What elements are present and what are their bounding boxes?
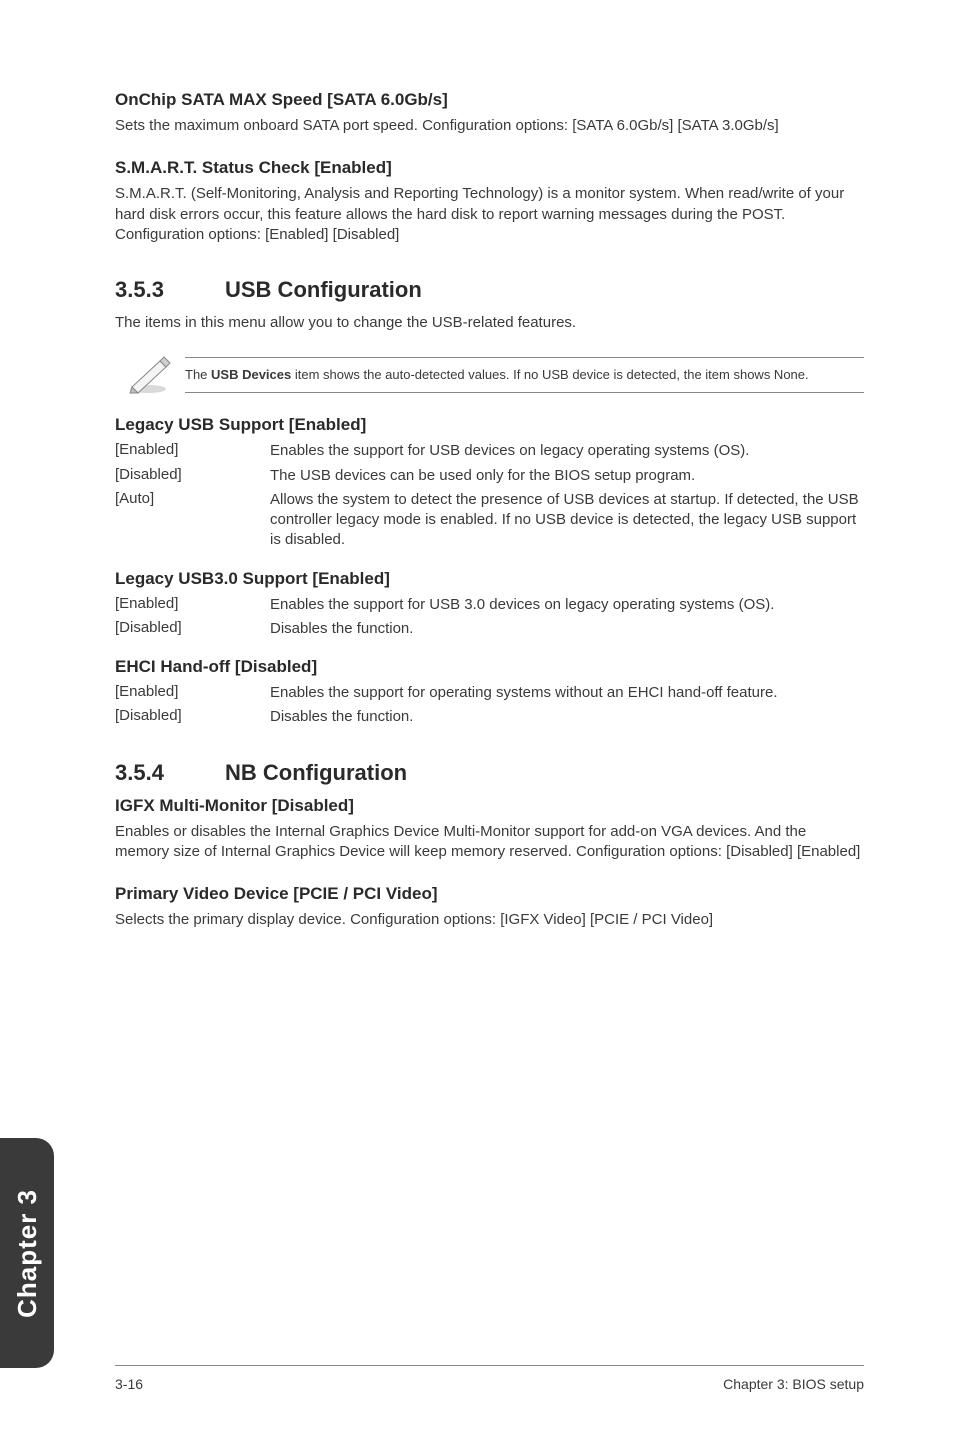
option-term: [Auto] xyxy=(115,490,270,551)
heading-usb-configuration: 3.5.3USB Configuration xyxy=(115,277,864,303)
chapter-tab: Chapter 3 xyxy=(0,1138,54,1368)
chapter-tab-label: Chapter 3 xyxy=(12,1189,43,1318)
section-title: USB Configuration xyxy=(225,277,422,302)
option-body: Disables the function. xyxy=(270,707,864,727)
heading-nb-configuration: 3.5.4NB Configuration xyxy=(115,760,864,786)
option-row: [Auto] Allows the system to detect the p… xyxy=(115,490,864,551)
body-igfx: Enables or disables the Internal Graphic… xyxy=(115,822,864,863)
option-term: [Enabled] xyxy=(115,683,270,703)
option-term: [Enabled] xyxy=(115,595,270,615)
note-suffix: item shows the auto-detected values. If … xyxy=(291,367,808,382)
option-term: [Disabled] xyxy=(115,619,270,639)
section-number: 3.5.3 xyxy=(115,277,225,303)
heading-ehci: EHCI Hand-off [Disabled] xyxy=(115,657,864,677)
option-body: Allows the system to detect the presence… xyxy=(270,490,864,551)
body-primary-video: Selects the primary display device. Conf… xyxy=(115,910,864,930)
body-smart: S.M.A.R.T. (Self-Monitoring, Analysis an… xyxy=(115,184,864,245)
note-prefix: The xyxy=(185,367,211,382)
option-row: [Enabled] Enables the support for USB 3.… xyxy=(115,595,864,615)
options-legacy-usb: [Enabled] Enables the support for USB de… xyxy=(115,441,864,550)
option-term: [Enabled] xyxy=(115,441,270,461)
option-row: [Disabled] The USB devices can be used o… xyxy=(115,466,864,486)
option-row: [Disabled] Disables the function. xyxy=(115,707,864,727)
heading-legacy-usb: Legacy USB Support [Enabled] xyxy=(115,415,864,435)
option-row: [Disabled] Disables the function. xyxy=(115,619,864,639)
section-number: 3.5.4 xyxy=(115,760,225,786)
heading-igfx: IGFX Multi-Monitor [Disabled] xyxy=(115,796,864,816)
note-block: The USB Devices item shows the auto-dete… xyxy=(115,355,864,395)
option-body: Enables the support for USB devices on l… xyxy=(270,441,864,461)
note-text: The USB Devices item shows the auto-dete… xyxy=(185,357,864,393)
option-term: [Disabled] xyxy=(115,707,270,727)
intro-usb-configuration: The items in this menu allow you to chan… xyxy=(115,313,864,333)
note-bold: USB Devices xyxy=(211,367,291,382)
section-title: NB Configuration xyxy=(225,760,407,785)
pen-icon xyxy=(115,355,185,395)
page-number: 3-16 xyxy=(115,1376,143,1392)
options-legacy-usb3: [Enabled] Enables the support for USB 3.… xyxy=(115,595,864,640)
option-term: [Disabled] xyxy=(115,466,270,486)
option-row: [Enabled] Enables the support for operat… xyxy=(115,683,864,703)
option-body: Enables the support for USB 3.0 devices … xyxy=(270,595,864,615)
body-onchip-sata: Sets the maximum onboard SATA port speed… xyxy=(115,116,864,136)
options-ehci: [Enabled] Enables the support for operat… xyxy=(115,683,864,728)
heading-onchip-sata: OnChip SATA MAX Speed [SATA 6.0Gb/s] xyxy=(115,90,864,110)
heading-legacy-usb3: Legacy USB3.0 Support [Enabled] xyxy=(115,569,864,589)
page-footer: 3-16 Chapter 3: BIOS setup xyxy=(115,1365,864,1392)
option-body: Disables the function. xyxy=(270,619,864,639)
heading-smart: S.M.A.R.T. Status Check [Enabled] xyxy=(115,158,864,178)
footer-chapter: Chapter 3: BIOS setup xyxy=(723,1376,864,1392)
option-body: The USB devices can be used only for the… xyxy=(270,466,864,486)
option-body: Enables the support for operating system… xyxy=(270,683,864,703)
option-row: [Enabled] Enables the support for USB de… xyxy=(115,441,864,461)
heading-primary-video: Primary Video Device [PCIE / PCI Video] xyxy=(115,884,864,904)
